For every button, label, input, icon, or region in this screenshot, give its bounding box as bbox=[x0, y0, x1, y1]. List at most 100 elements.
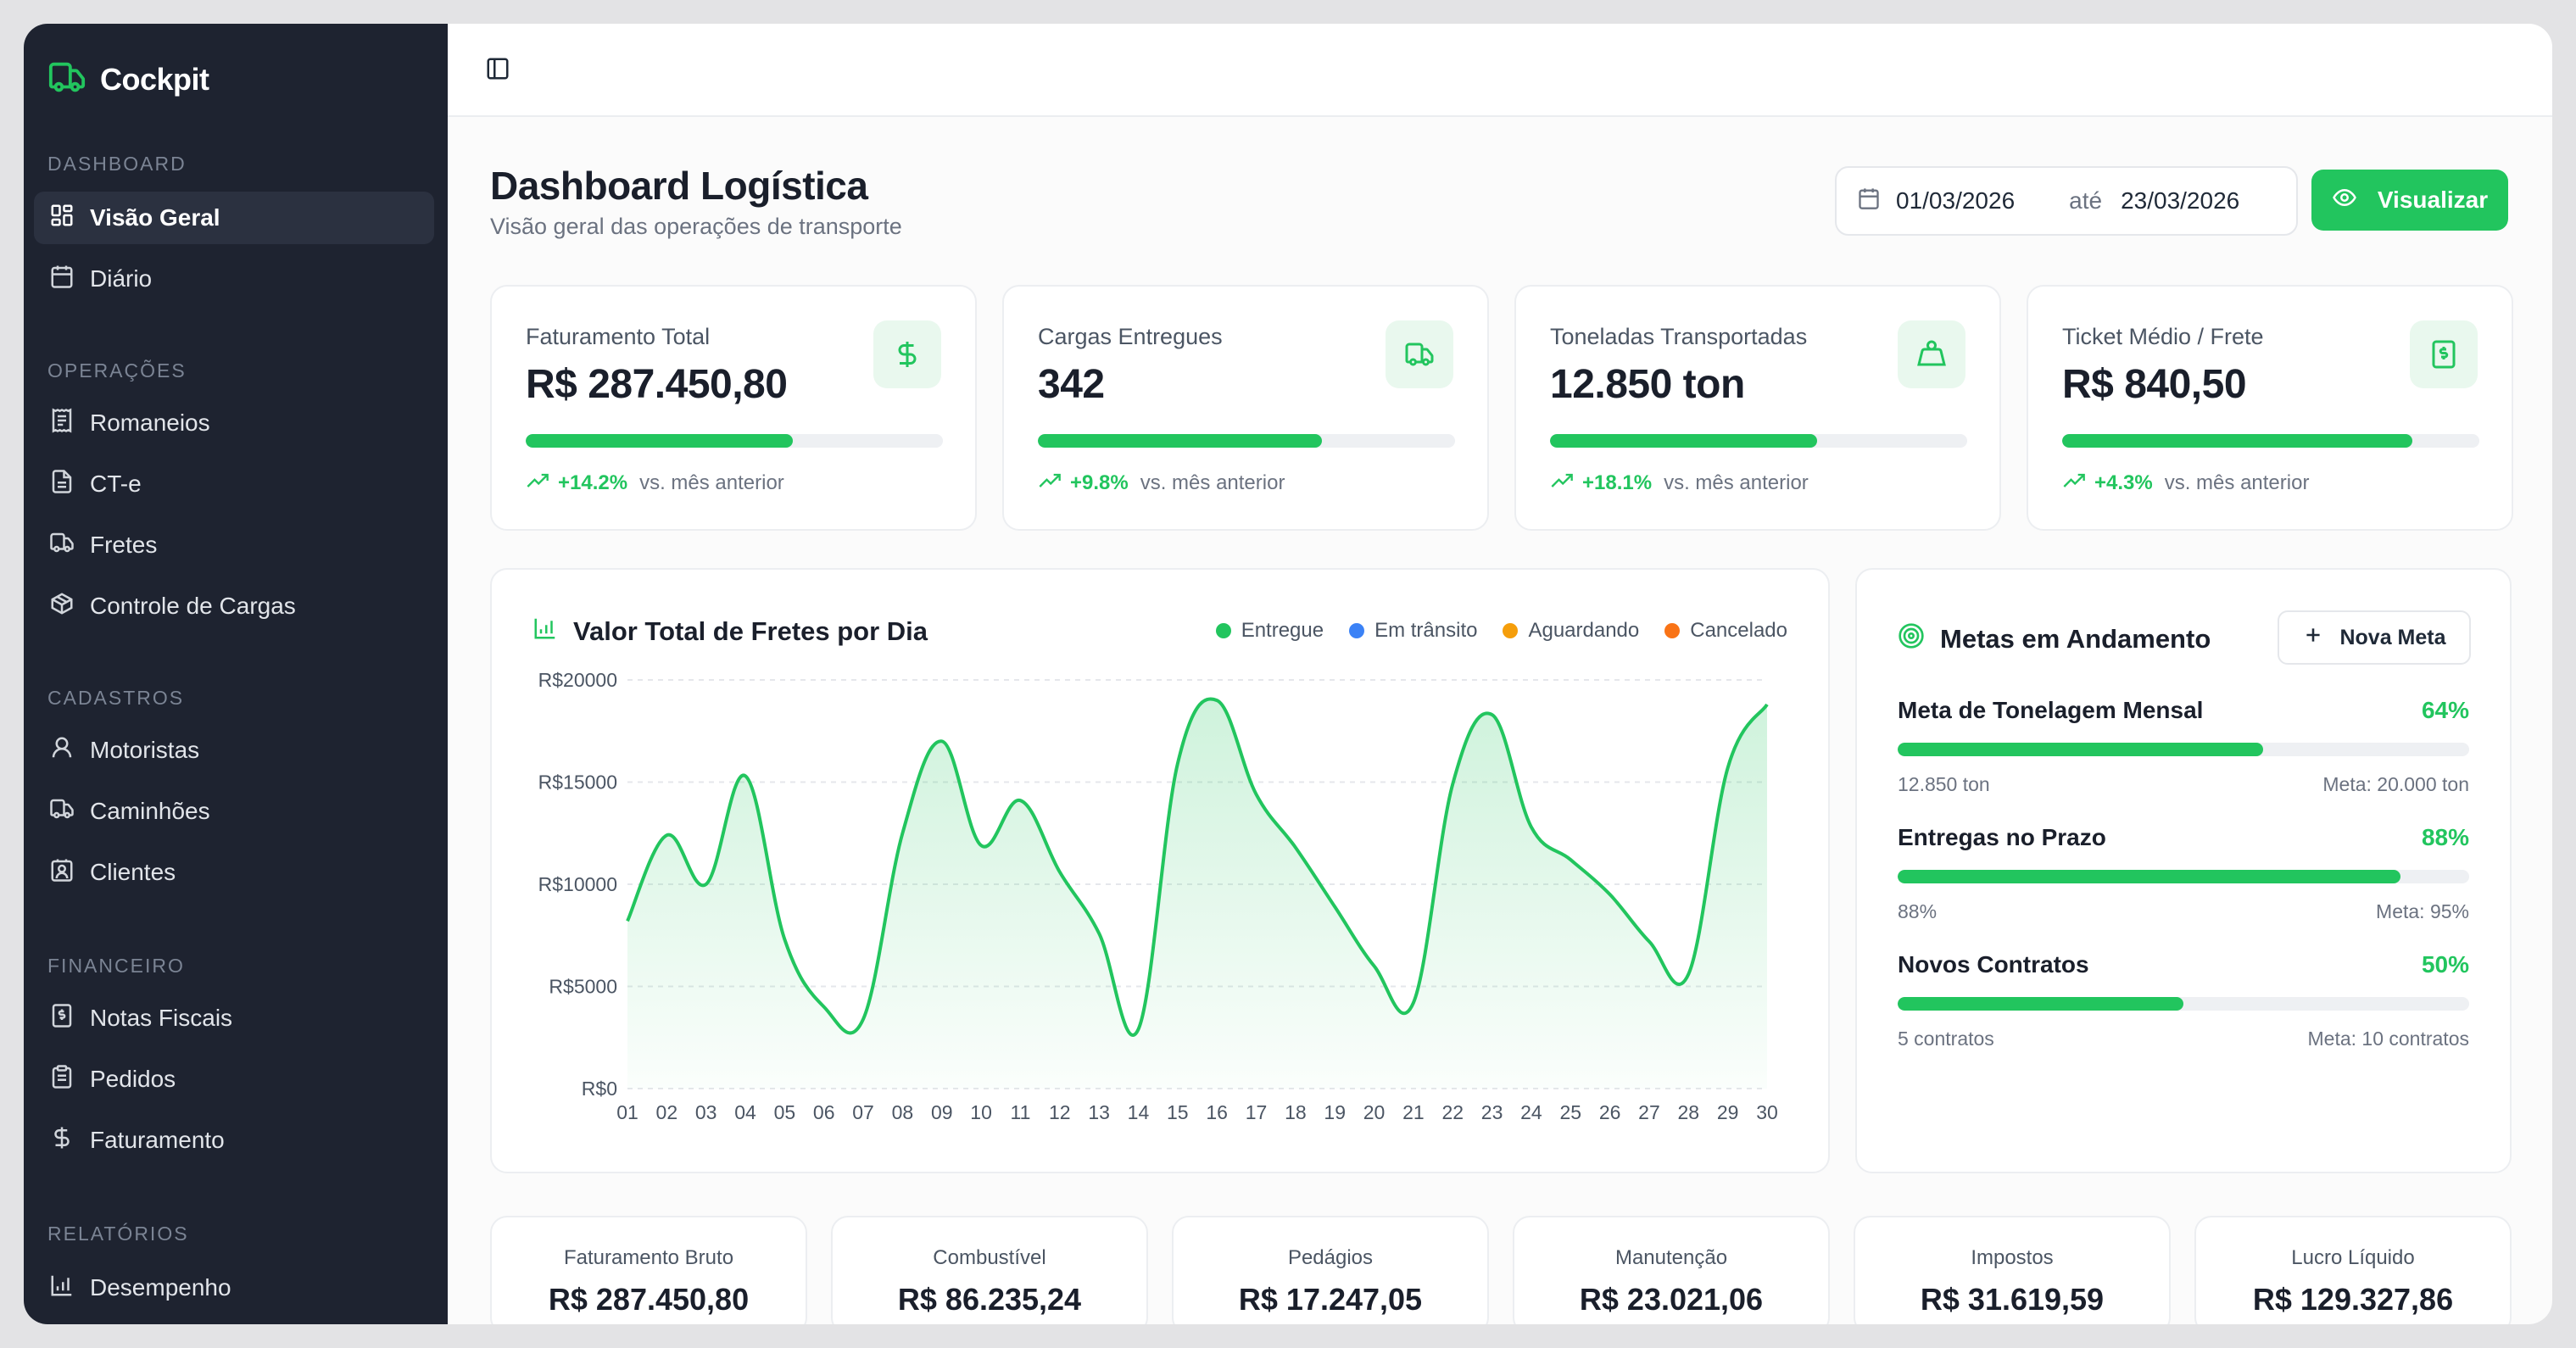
brand[interactable]: Cockpit bbox=[47, 58, 209, 101]
kpi-label: Ticket Médio / Frete bbox=[2062, 324, 2264, 349]
sidebar-item-visao-geral[interactable]: Visão Geral bbox=[34, 192, 434, 244]
x-tick-label: 15 bbox=[1167, 1101, 1189, 1123]
data-point[interactable] bbox=[819, 1002, 829, 1012]
data-point[interactable] bbox=[937, 736, 947, 746]
data-point[interactable] bbox=[661, 830, 672, 840]
y-tick-label: R$5000 bbox=[549, 976, 617, 998]
kpi-label: Toneladas Transportadas bbox=[1550, 324, 1808, 349]
x-tick-label: 13 bbox=[1088, 1101, 1110, 1123]
sidebar-item-label: CT-e bbox=[90, 471, 142, 497]
chart-title: Valor Total de Fretes por Dia bbox=[532, 616, 928, 648]
sidebar-item-cte[interactable]: CT-e bbox=[34, 458, 434, 510]
weight-icon bbox=[1898, 320, 1965, 388]
sidebar-item-label: Pedidos bbox=[90, 1066, 176, 1092]
sidebar-item-notas-fiscais[interactable]: Notas Fiscais bbox=[34, 992, 434, 1044]
sidebar-toggle-icon[interactable] bbox=[485, 56, 514, 85]
data-point[interactable] bbox=[1252, 789, 1262, 799]
dollar-icon bbox=[873, 320, 941, 388]
plus-icon bbox=[2302, 624, 2324, 652]
sidebar-item-motoristas[interactable]: Motoristas bbox=[34, 724, 434, 777]
data-point[interactable] bbox=[1055, 867, 1065, 877]
data-point[interactable] bbox=[1565, 855, 1575, 865]
new-goal-button[interactable]: Nova Meta bbox=[2278, 610, 2471, 665]
x-tick-label: 07 bbox=[852, 1101, 874, 1123]
data-point[interactable] bbox=[740, 771, 750, 781]
sidebar-item-romaneios[interactable]: Romaneios bbox=[34, 397, 434, 449]
section-title-financeiro: FINANCEIRO bbox=[47, 955, 185, 977]
data-point[interactable] bbox=[1330, 902, 1340, 912]
app-window: Cockpit DASHBOARD Visão Geral Diário OPE… bbox=[24, 24, 2552, 1324]
x-tick-label: 21 bbox=[1402, 1101, 1425, 1123]
goal-current: 88% bbox=[1898, 900, 1938, 922]
data-point[interactable] bbox=[1762, 699, 1772, 710]
data-point[interactable] bbox=[1133, 1024, 1143, 1034]
x-tick-label: 17 bbox=[1246, 1101, 1268, 1123]
sidebar-item-controle-de-cargas[interactable]: Controle de Cargas bbox=[34, 580, 434, 632]
page-subtitle: Visão geral das operações de transporte bbox=[490, 214, 902, 239]
sidebar-item-faturamento[interactable]: Faturamento bbox=[34, 1114, 434, 1167]
legend-dot bbox=[1215, 623, 1231, 638]
legend-item-cancelado[interactable]: Cancelado bbox=[1664, 619, 1787, 643]
legend-item-entregue[interactable]: Entregue bbox=[1215, 619, 1324, 643]
data-point[interactable] bbox=[1605, 889, 1615, 900]
data-point[interactable] bbox=[622, 916, 633, 926]
data-point[interactable] bbox=[1369, 961, 1380, 971]
date-from[interactable]: 01/03/2026 bbox=[1896, 187, 2016, 214]
summary-value: R$ 17.247,05 bbox=[1238, 1282, 1423, 1317]
data-point[interactable] bbox=[1644, 936, 1654, 946]
date-range-picker[interactable]: 01/03/2026 até 23/03/2026 bbox=[1835, 166, 2298, 236]
data-point[interactable] bbox=[976, 840, 986, 850]
summary-card-pedagios: Pedágios R$ 17.247,05 bbox=[1172, 1216, 1489, 1324]
legend-label: Em trânsito bbox=[1374, 619, 1478, 642]
date-to[interactable]: 23/03/2026 bbox=[2121, 187, 2240, 214]
topbar bbox=[448, 24, 2552, 117]
data-point[interactable] bbox=[1094, 928, 1104, 939]
kpi-progress-bar bbox=[526, 434, 943, 448]
kpi-value: 342 bbox=[1038, 362, 1105, 407]
legend-item-aguardando[interactable]: Aguardando bbox=[1503, 619, 1639, 643]
sidebar-item-pedidos[interactable]: Pedidos bbox=[34, 1053, 434, 1106]
grid-icon bbox=[49, 203, 75, 234]
data-point[interactable] bbox=[779, 934, 789, 944]
kpi-value: R$ 840,50 bbox=[2062, 362, 2247, 407]
data-point[interactable] bbox=[1173, 759, 1183, 769]
kpi-card-cargas: Cargas Entregues 342 +9.8% vs. mês anter… bbox=[1002, 285, 1489, 531]
data-point[interactable] bbox=[1526, 822, 1536, 833]
series-area-entregue bbox=[627, 699, 1767, 1089]
sidebar-item-diario[interactable]: Diário bbox=[34, 253, 434, 305]
sidebar-item-label: Notas Fiscais bbox=[90, 1005, 233, 1031]
goals-card: Metas em Andamento Nova Meta Meta de Ton… bbox=[1855, 568, 2512, 1173]
data-point[interactable] bbox=[1683, 969, 1693, 979]
data-point[interactable] bbox=[1447, 779, 1458, 789]
legend-item-em-transito[interactable]: Em trânsito bbox=[1349, 619, 1477, 643]
summary-card-lucro-liquido: Lucro Líquido R$ 129.327,86 bbox=[2194, 1216, 2512, 1324]
x-tick-label: 12 bbox=[1049, 1101, 1071, 1123]
data-point[interactable] bbox=[1212, 695, 1222, 705]
data-point[interactable] bbox=[897, 828, 907, 838]
summary-value: R$ 23.021,06 bbox=[1579, 1282, 1764, 1317]
legend-label: Cancelado bbox=[1690, 619, 1787, 642]
kpi-trend: +4.3% vs. mês anterior bbox=[2062, 471, 2309, 495]
chart-card: R$20000 R$15000 R$10000 R$5000 R$0 01 02 03 04 05… bbox=[490, 568, 1830, 1173]
data-point[interactable] bbox=[1015, 795, 1025, 805]
data-point[interactable] bbox=[1487, 710, 1497, 720]
trend-up-icon bbox=[1550, 471, 1574, 495]
trend-up-icon bbox=[2062, 471, 2086, 495]
sidebar-item-fretes[interactable]: Fretes bbox=[34, 519, 434, 571]
data-point[interactable] bbox=[701, 879, 711, 889]
kpi-value: R$ 287.450,80 bbox=[526, 362, 788, 407]
sidebar-item-caminhoes[interactable]: Caminhões bbox=[34, 785, 434, 838]
data-point[interactable] bbox=[1723, 763, 1733, 773]
goal-item: Meta de Tonelagem Mensal 64% 12.850 ton … bbox=[1898, 697, 2469, 796]
series-line-entregue[interactable] bbox=[626, 697, 1769, 1037]
x-tick-label: 14 bbox=[1128, 1101, 1150, 1123]
visualizar-button[interactable]: Visualizar bbox=[2311, 170, 2508, 231]
data-point[interactable] bbox=[1291, 843, 1301, 853]
goal-progress-fill bbox=[1898, 870, 2401, 883]
sidebar-item-desempenho[interactable]: Desempenho bbox=[34, 1262, 434, 1314]
sidebar-item-clientes[interactable]: Clientes bbox=[34, 846, 434, 899]
goal-progress-bar bbox=[1898, 743, 2469, 756]
y-tick-label: R$10000 bbox=[538, 873, 617, 895]
data-point[interactable] bbox=[858, 1014, 868, 1024]
data-point[interactable] bbox=[1408, 998, 1419, 1008]
